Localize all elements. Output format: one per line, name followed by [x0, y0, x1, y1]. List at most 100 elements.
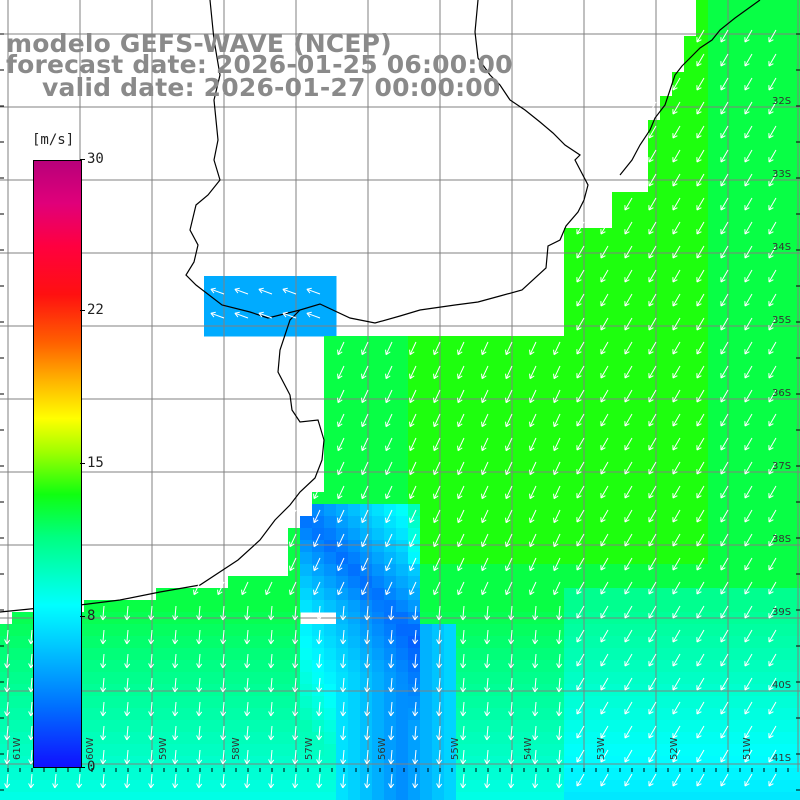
wind-arrow	[532, 725, 539, 741]
wind-cell	[792, 684, 800, 697]
wind-cell	[600, 564, 613, 577]
wind-cell	[684, 540, 697, 553]
wind-cell	[756, 744, 769, 757]
wind-cell	[684, 108, 697, 121]
wind-cell	[564, 264, 577, 277]
wind-cell	[636, 468, 649, 481]
wind-cell	[312, 540, 325, 553]
wind-cell	[540, 516, 553, 529]
wind-arrow	[720, 485, 729, 499]
wind-cell	[660, 252, 673, 265]
wind-arrow	[600, 605, 609, 619]
wind-cell	[444, 408, 457, 421]
wind-cell	[12, 684, 25, 697]
wind-cell	[648, 756, 661, 769]
wind-cell	[84, 684, 97, 697]
wind-cell	[240, 600, 253, 613]
wind-arrow	[409, 437, 417, 452]
wind-cell	[768, 216, 781, 229]
wind-cell	[708, 540, 721, 553]
wind-cell	[324, 744, 337, 757]
wind-arrow	[672, 365, 681, 379]
wind-cell	[588, 312, 601, 325]
wind-cell	[684, 372, 697, 385]
wind-arrow	[210, 287, 225, 295]
wind-cell	[648, 648, 661, 661]
wind-arrow	[744, 53, 753, 67]
wind-cell	[384, 744, 397, 757]
wind-arrow	[600, 197, 609, 211]
wind-cell	[708, 96, 721, 109]
wind-cell	[612, 264, 625, 277]
wind-arrow	[186, 287, 201, 295]
wind-cell	[696, 504, 709, 517]
wind-cell	[780, 12, 793, 25]
wind-cell	[156, 780, 169, 793]
wind-cell	[744, 456, 757, 469]
wind-cell	[204, 708, 217, 721]
wind-cell	[444, 636, 457, 649]
wind-cell	[360, 492, 373, 505]
wind-cell	[708, 132, 721, 145]
wind-arrow	[696, 29, 705, 43]
wind-cell	[564, 432, 577, 445]
wind-arrow	[696, 221, 705, 235]
wind-cell	[696, 600, 709, 613]
wind-cell	[324, 348, 337, 361]
wind-cell	[156, 636, 169, 649]
wind-arrow	[624, 365, 633, 379]
wind-arrow	[292, 629, 299, 645]
wind-cell	[324, 408, 337, 421]
wind-cell	[696, 636, 709, 649]
wind-cell	[708, 276, 721, 289]
wind-cell	[708, 528, 721, 541]
wind-arrow	[576, 293, 585, 307]
wind-cell	[792, 672, 800, 685]
wind-cell	[600, 600, 613, 613]
wind-cell	[696, 792, 709, 800]
wind-cell	[660, 660, 673, 673]
wind-cell	[792, 372, 800, 385]
wind-cell	[732, 180, 745, 193]
wind-cell	[648, 504, 661, 517]
wind-cell	[300, 600, 313, 613]
wind-cell	[708, 756, 721, 769]
wind-cell	[60, 780, 73, 793]
wind-cell	[720, 564, 733, 577]
wind-cell	[180, 696, 193, 709]
wind-cell	[408, 552, 421, 565]
wind-cell	[204, 288, 217, 301]
wind-cell	[732, 552, 745, 565]
wind-arrow	[100, 677, 107, 693]
wind-cell	[396, 660, 409, 673]
wind-arrow	[268, 725, 275, 741]
wind-cell	[372, 624, 385, 637]
wind-cell	[216, 588, 229, 601]
wind-cell	[492, 408, 505, 421]
wind-cell	[468, 360, 481, 373]
wind-cell	[336, 504, 349, 517]
wind-cell	[600, 552, 613, 565]
wind-arrow	[744, 629, 753, 643]
wind-cell	[756, 768, 769, 781]
wind-cell	[504, 384, 517, 397]
wind-cell	[516, 384, 529, 397]
wind-cell	[612, 336, 625, 349]
wind-cell	[732, 120, 745, 133]
wind-cell	[612, 744, 625, 757]
wind-cell	[624, 408, 637, 421]
wind-cell	[516, 600, 529, 613]
wind-cell	[648, 768, 661, 781]
wind-cell	[756, 300, 769, 313]
wind-cell	[336, 420, 349, 433]
wind-arrow	[28, 773, 35, 789]
wind-cell	[780, 732, 793, 745]
wind-cell	[696, 672, 709, 685]
wind-arrow	[720, 389, 729, 403]
wind-cell	[336, 480, 349, 493]
wind-arrow	[337, 365, 345, 380]
wind-cell	[84, 744, 97, 757]
wind-cell	[672, 192, 685, 205]
wind-cell	[516, 468, 529, 481]
wind-arrow	[289, 581, 297, 596]
